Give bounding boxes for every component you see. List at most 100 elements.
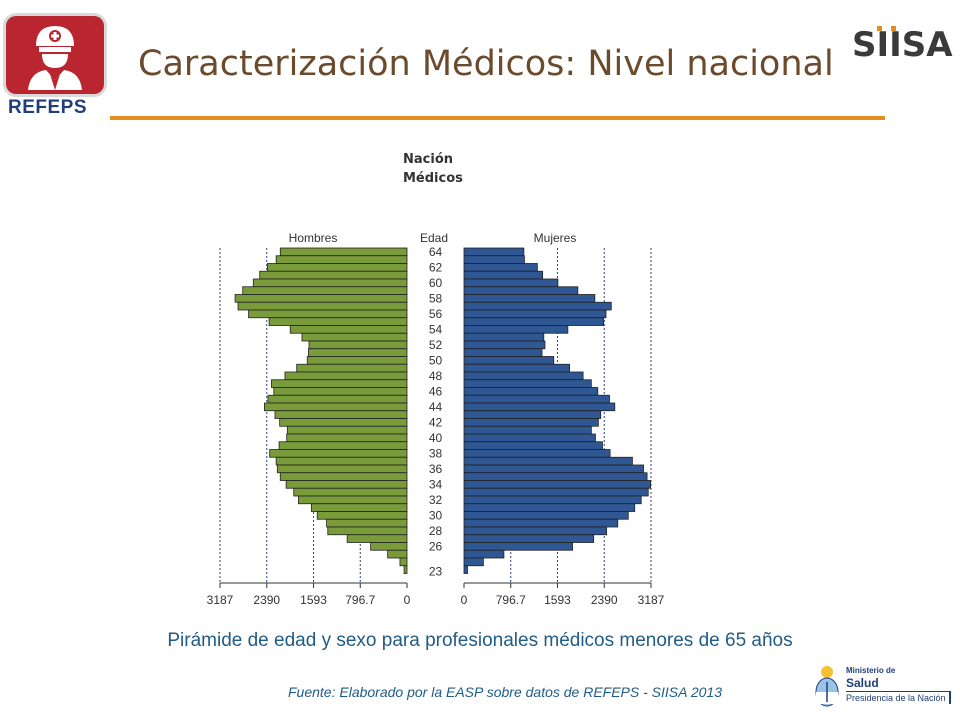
bar-hombres-58 [234,294,408,303]
refeps-logo-text: REFEPS [8,97,88,118]
bar-mujeres-63 [463,255,525,264]
x-tick-label-left: 796.7 [345,593,375,607]
siisa-logo: SIISA [852,25,953,64]
bar-hombres-25 [387,549,408,559]
left-series-label: Hombres [289,231,338,245]
age-tick-label: 38 [429,446,443,460]
bar-mujeres-26 [463,542,573,551]
bar-mujeres-53 [463,332,545,342]
bar-mujeres-36 [463,464,644,474]
age-tick-label: 36 [429,462,443,476]
age-tick-label: 64 [429,245,443,259]
bar-mujeres-58 [463,294,596,303]
source-note: Fuente: Elaborado por la EASP sobre dato… [288,684,722,700]
refeps-logo [6,16,104,94]
x-tick-label-left: 1593 [300,593,327,607]
age-tick-label: 58 [429,291,443,305]
age-tick-label: 48 [429,369,443,383]
title-underline [110,116,885,120]
right-series-label: Mujeres [534,231,577,245]
age-tick-label: 62 [429,260,443,274]
bar-hombres-31 [310,503,408,512]
bar-mujeres-45 [463,394,610,404]
bar-mujeres-55 [463,317,605,326]
ministry-line-1: Ministerio de [846,666,896,675]
bar-mujeres-42 [463,418,599,427]
bar-hombres-62 [266,263,408,272]
bar-hombres-38 [269,449,408,458]
x-tick-label-right: 3187 [638,593,665,607]
bar-hombres-28 [327,526,408,536]
bar-mujeres-37 [463,456,633,466]
age-tick-label: 26 [429,539,443,553]
bar-hombres-24 [399,557,408,567]
bar-hombres-48 [284,371,408,381]
x-tick-label-right: 796.7 [496,593,526,607]
bar-hombres-55 [268,317,408,326]
bar-hombres-30 [316,511,408,520]
bar-mujeres-32 [463,495,642,505]
bar-mujeres-27 [463,534,595,543]
bar-mujeres-49 [463,363,571,373]
chart-caption: Pirámide de edad y sexo para profesional… [167,630,793,651]
bar-hombres-32 [298,495,408,505]
bar-hombres-40 [286,433,408,443]
page-title: Caracterización Médicos: Nivel nacional [138,44,834,84]
age-tick-label: 40 [429,431,443,445]
bar-mujeres-30 [463,511,629,520]
bar-hombres-51 [308,348,408,357]
bar-hombres-44 [264,402,408,412]
bar-mujeres-38 [463,449,611,458]
bar-hombres-23 [403,565,408,574]
bar-mujeres-41 [463,425,592,435]
bar-hombres-41 [286,425,408,435]
bar-hombres-42 [279,418,408,427]
bar-hombres-53 [301,332,408,342]
bar-mujeres-44 [463,402,616,412]
age-tick-label: 60 [429,276,443,290]
bar-mujeres-59 [463,286,579,295]
age-tick-label: 23 [429,565,443,579]
bar-mujeres-47 [463,379,592,388]
bar-mujeres-24 [463,557,484,567]
ministry-logo: Ministerio de Salud Presidencia de la Na… [812,662,952,712]
bar-mujeres-57 [463,301,612,311]
bar-hombres-33 [293,487,408,497]
bar-hombres-50 [306,356,408,365]
age-tick-label: 56 [429,307,443,321]
bar-hombres-49 [296,363,408,373]
bar-mujeres-56 [463,309,607,319]
bar-hombres-26 [370,542,408,551]
bar-mujeres-25 [463,549,505,559]
bar-mujeres-28 [463,526,607,536]
bar-mujeres-29 [463,518,619,528]
bar-hombres-29 [326,518,408,528]
bar-mujeres-31 [463,503,636,512]
bar-mujeres-61 [463,270,544,280]
x-tick-label-right: 2390 [591,593,618,607]
chart-subtitle: Médicos [403,171,463,186]
bar-hombres-39 [278,441,408,450]
bar-mujeres-60 [463,278,559,288]
bar-hombres-64 [279,247,408,257]
bar-hombres-56 [248,309,408,319]
age-tick-label: 32 [429,493,443,507]
siisa-logo-text: SIISA [852,25,953,64]
bar-mujeres-64 [463,247,525,257]
bar-mujeres-33 [463,487,649,497]
bar-mujeres-40 [463,433,596,443]
bar-hombres-60 [252,278,408,288]
age-tick-label: 54 [429,322,443,336]
x-tick-label-right: 1593 [544,593,571,607]
age-tick-label: 52 [429,338,443,352]
age-tick-label: 42 [429,415,443,429]
age-axis-label: Edad [420,231,448,245]
doctor-with-cross-cap-icon [28,26,82,90]
bar-hombres-34 [285,480,408,489]
x-tick-label-left: 3187 [207,593,234,607]
age-tick-label: 28 [429,524,443,538]
argentina-coat-of-arms-icon [815,666,839,707]
ministry-line-2: Salud [846,676,879,690]
bar-hombres-52 [308,340,408,350]
